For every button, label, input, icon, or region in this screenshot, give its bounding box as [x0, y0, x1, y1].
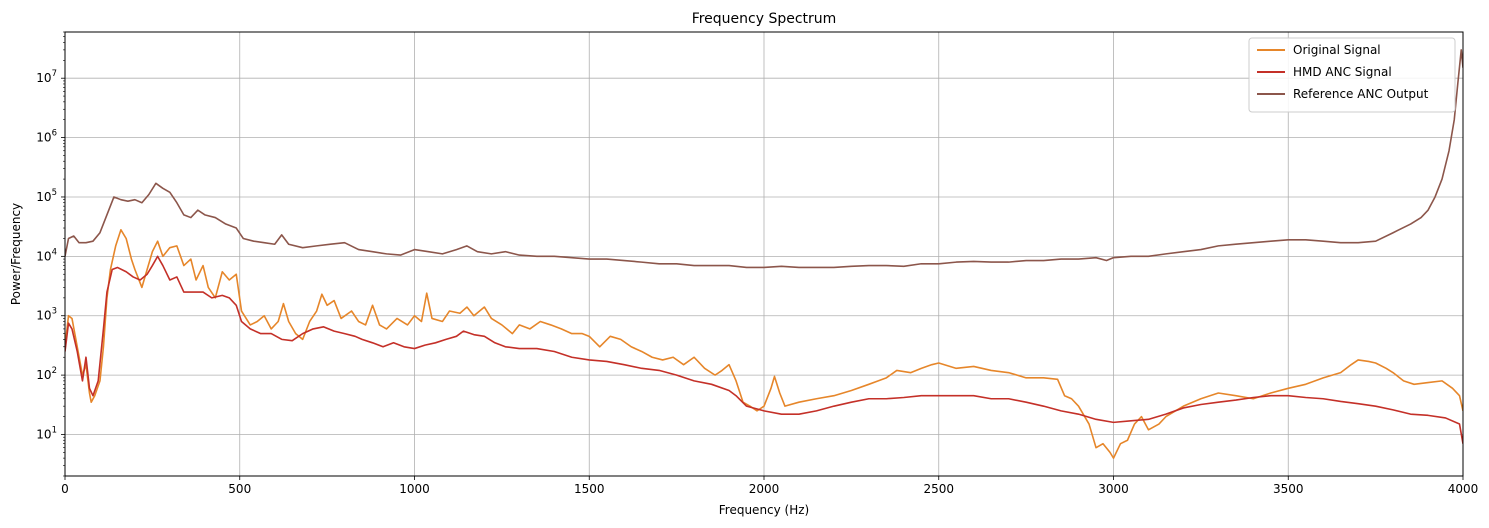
axis-ticks: 0 500 1000 1500 2000 2500 3000 3500 4000 101 102 10… — [36, 31, 1479, 496]
x-tick-label: 1000 — [399, 482, 430, 496]
x-tick-label: 500 — [228, 482, 251, 496]
legend-box — [1248, 37, 1456, 113]
series-layer — [65, 49, 1463, 459]
x-tick-label: 0 — [61, 482, 69, 496]
y-tick-label: 102 — [36, 366, 57, 382]
legend: Original Signal HMD ANC Signal Reference A… — [1248, 37, 1456, 113]
x-axis-label: Frequency (Hz) — [719, 503, 810, 517]
chart-title: Frequency Spectrum — [692, 11, 837, 27]
legend-label: HMD ANC Signal — [1293, 65, 1392, 79]
series-line-1 — [65, 229, 1463, 459]
y-tick-label: 107 — [36, 69, 57, 85]
x-tick-label: 2000 — [749, 482, 780, 496]
series-line-2 — [65, 255, 1463, 444]
y-tick-label: 103 — [36, 307, 57, 323]
legend-label: Original Signal — [1293, 43, 1381, 57]
legend-label: Reference ANC Output — [1293, 87, 1429, 101]
y-tick-label: 105 — [36, 188, 57, 204]
x-tick-label: 2500 — [923, 482, 954, 496]
series-line-3 — [65, 49, 1463, 269]
x-tick-label: 4000 — [1448, 482, 1479, 496]
x-tick-label: 1500 — [574, 482, 605, 496]
x-tick-label: 3000 — [1098, 482, 1129, 496]
y-tick-label: 106 — [36, 129, 57, 145]
x-tick-label: 3500 — [1273, 482, 1304, 496]
y-axis-label: Power/Frequency — [9, 203, 23, 305]
y-tick-label: 101 — [36, 425, 57, 441]
y-tick-label: 104 — [36, 247, 57, 263]
